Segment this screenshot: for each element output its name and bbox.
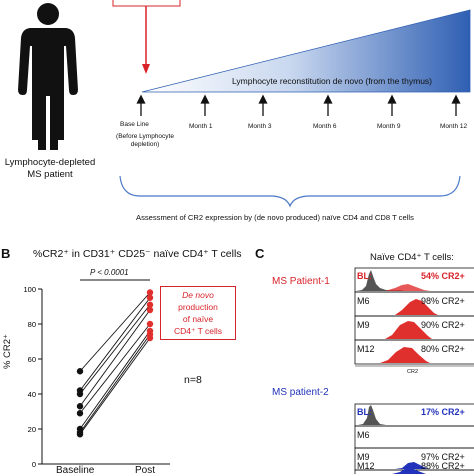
y-tick-label: 80 bbox=[28, 320, 36, 329]
p2-m12-histogram bbox=[392, 468, 426, 474]
paired-line bbox=[79, 309, 151, 407]
panel-c-letter: C bbox=[255, 246, 265, 261]
paired-line bbox=[79, 297, 151, 391]
n-label: n=8 bbox=[184, 374, 202, 386]
baseline-point bbox=[76, 410, 84, 417]
patient-label: Lymphocyte-depleted MS patient bbox=[2, 157, 98, 181]
patient1-histograms bbox=[354, 267, 474, 365]
timepoint-month9: Month 9 bbox=[377, 123, 401, 130]
paired-line bbox=[79, 337, 151, 435]
p1-row-m6-tp: M6 bbox=[357, 296, 370, 306]
timepoint-month1: Month 1 bbox=[189, 123, 213, 130]
p2-bl-histogram bbox=[358, 405, 386, 425]
patient2-name: MS patient-2 bbox=[272, 387, 329, 398]
p1-row-m12-value: 80% CR2+ bbox=[421, 344, 465, 354]
y-tick-label: 40 bbox=[28, 390, 36, 399]
y-tick-label: 0 bbox=[32, 460, 36, 469]
paired-line bbox=[79, 330, 151, 430]
timepoint-arrows bbox=[136, 94, 461, 116]
baseline-point bbox=[76, 431, 84, 438]
x-tick-baseline: Baseline bbox=[56, 465, 95, 476]
wedge-label: Lymphocyte reconstitution de novo (from … bbox=[232, 76, 432, 86]
patient-silhouette bbox=[18, 3, 78, 150]
data-points bbox=[76, 289, 154, 438]
p1-row-m9-tp: M9 bbox=[357, 320, 370, 330]
post-point bbox=[146, 289, 154, 296]
p1-m9-histogram bbox=[385, 321, 432, 339]
assessment-bracket bbox=[119, 175, 461, 208]
post-point bbox=[146, 306, 154, 314]
paired-line bbox=[79, 323, 151, 414]
y-tick-label: 100 bbox=[23, 285, 36, 294]
assessment-label: Assessment of CR2 expression by (de novo… bbox=[136, 213, 414, 222]
y-tick-label: 20 bbox=[28, 425, 36, 434]
callout-line2: production bbox=[178, 302, 218, 312]
p1-row-m12-tp: M12 bbox=[357, 344, 375, 354]
timepoint-month6: Month 6 bbox=[313, 123, 337, 130]
patient-label-line2: MS patient bbox=[27, 169, 73, 180]
p2-row-bl-value: 17% CR2+ bbox=[421, 407, 465, 417]
red-arrow-head bbox=[142, 64, 150, 74]
p2-m9-histogram bbox=[395, 462, 428, 469]
panel-c-title: Naïve CD4⁺ T cells: bbox=[370, 252, 454, 263]
p1-row-bl-tp: BL: bbox=[357, 271, 372, 281]
baseline-note-line1: (Before Lymphocyte bbox=[116, 133, 174, 140]
baseline-point bbox=[76, 368, 84, 375]
timepoint-baseline: Base Line bbox=[120, 121, 149, 128]
paired-line bbox=[79, 334, 151, 433]
p2-row-m12-value: 88% CR2+ bbox=[421, 461, 465, 471]
p1-row-bl-value: 54% CR2+ bbox=[421, 271, 465, 281]
x-tick-post: Post bbox=[135, 465, 156, 476]
y-tick-label: 60 bbox=[28, 355, 36, 364]
post-point bbox=[146, 320, 154, 328]
callout-line1: De novo bbox=[182, 290, 214, 300]
post-point bbox=[146, 301, 154, 308]
p1-m6-histogram bbox=[395, 299, 438, 315]
panel-b-letter: B bbox=[1, 246, 11, 261]
timepoint-month3: Month 3 bbox=[248, 123, 272, 130]
paired-line bbox=[79, 292, 151, 372]
baseline-note: (Before Lymphocyte depletion) bbox=[112, 133, 178, 149]
p2-row-m9-tp: M9 bbox=[357, 452, 370, 462]
p1-bl-histogram-grey bbox=[356, 270, 405, 291]
paired-line bbox=[79, 304, 151, 395]
post-point bbox=[146, 294, 154, 301]
baseline-note-line2: depletion) bbox=[130, 141, 160, 148]
patient1-name: MS Patient-1 bbox=[272, 276, 330, 287]
baseline-point bbox=[76, 390, 84, 398]
patient-label-line1: Lymphocyte-depleted bbox=[4, 157, 96, 168]
panel-b-title: %CR2⁺ in CD31⁺ CD25⁻ naïve CD4⁺ T cells bbox=[33, 248, 242, 260]
paired-lines bbox=[79, 292, 151, 435]
callout-line3: of naïve bbox=[182, 314, 214, 324]
post-point bbox=[146, 334, 154, 342]
callout-line4: CD4⁺ T cells bbox=[173, 326, 223, 336]
de-novo-callout: De novo production of naïve CD4⁺ T cells bbox=[160, 286, 236, 340]
baseline-point bbox=[76, 403, 84, 410]
p-value: P < 0.0001 bbox=[90, 268, 129, 277]
p2-row-m6-tp: M6 bbox=[357, 430, 370, 440]
p2-row-m12-tp: M12 bbox=[357, 461, 375, 471]
cr2-axis-label: CR2 bbox=[407, 369, 419, 375]
p1-bl-histogram-red bbox=[385, 284, 430, 291]
p1-row-m9-value: 90% CR2+ bbox=[421, 320, 465, 330]
timepoint-month12: Month 12 bbox=[440, 123, 468, 130]
p2-row-bl-tp: BL: bbox=[357, 407, 372, 417]
p2-row-m9-value: 97% CR2+ bbox=[421, 452, 465, 462]
p1-row-m6-value: 98% CR2+ bbox=[421, 296, 465, 306]
p1-m12-histogram bbox=[380, 347, 430, 363]
reconstitution-wedge bbox=[141, 9, 471, 93]
y-ticks: 0 20 40 60 80 100 bbox=[23, 285, 42, 469]
